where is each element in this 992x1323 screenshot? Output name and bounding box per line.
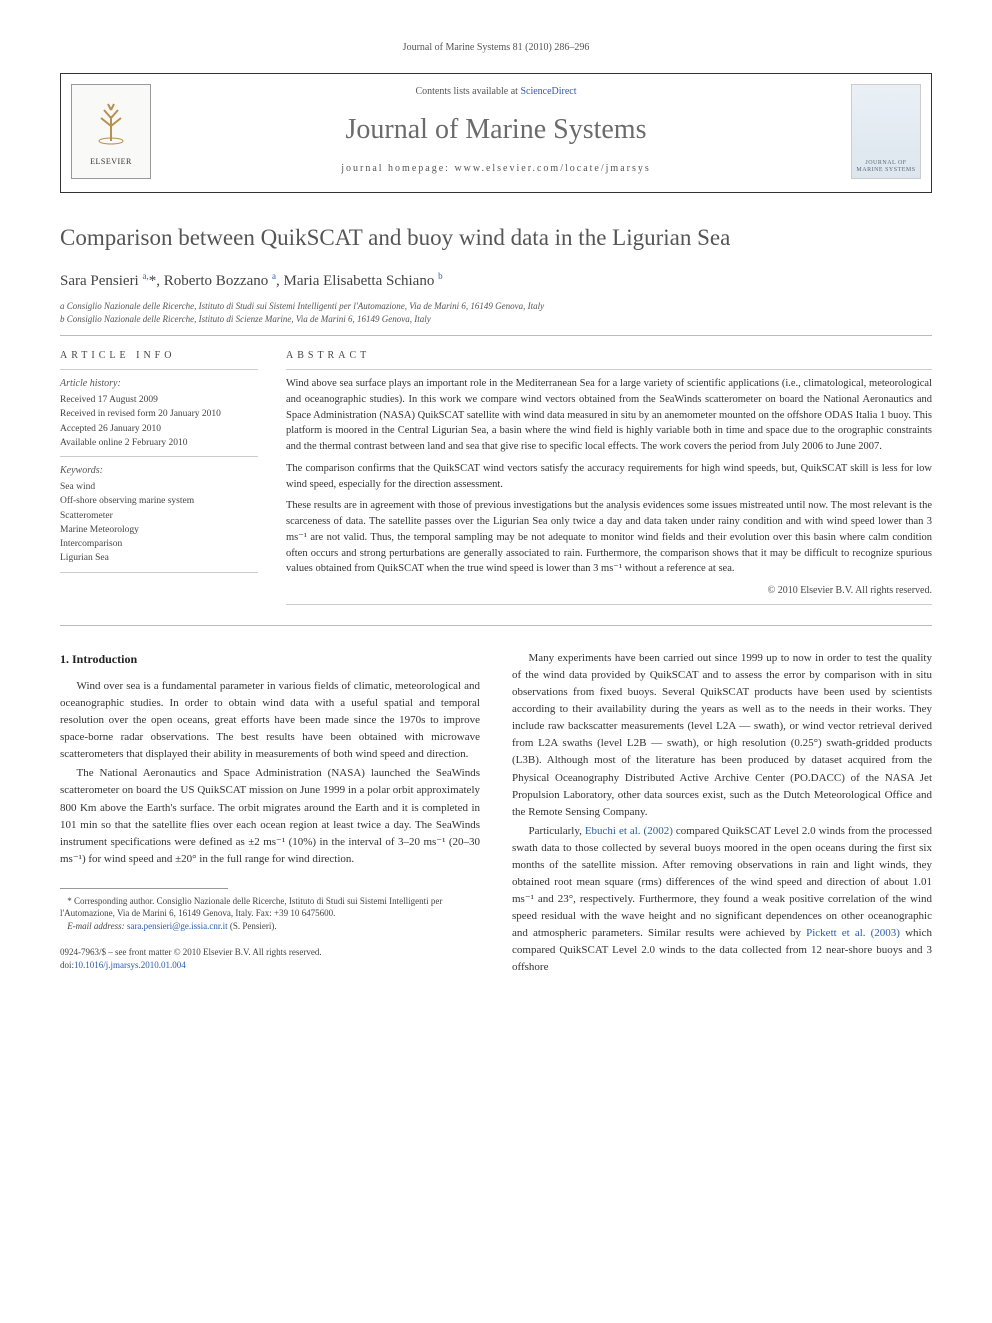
keyword: Intercomparison	[60, 537, 258, 551]
history-line: Available online 2 February 2010	[60, 436, 258, 450]
homepage-label: journal homepage:	[341, 163, 454, 174]
divider	[60, 335, 932, 336]
publisher-name: ELSEVIER	[90, 156, 132, 168]
section-heading: 1. Introduction	[60, 650, 480, 668]
body-paragraph: Particularly, Ebuchi et al. (2002) compa…	[512, 823, 932, 976]
footnote-divider	[60, 888, 228, 889]
keyword: Ligurian Sea	[60, 551, 258, 565]
divider	[60, 625, 932, 626]
abstract-paragraph: Wind above sea surface plays an importan…	[286, 376, 932, 455]
abstract-paragraph: These results are in agreement with thos…	[286, 498, 932, 577]
article-info-column: ARTICLE INFO Article history: Received 1…	[60, 348, 258, 611]
doi-label: doi:	[60, 960, 74, 970]
right-column: Many experiments have been carried out s…	[512, 650, 932, 978]
body-paragraph: Wind over sea is a fundamental parameter…	[60, 678, 480, 763]
keyword: Scatterometer	[60, 509, 258, 523]
body-paragraph: Many experiments have been carried out s…	[512, 650, 932, 820]
email-paren: (S. Pensieri).	[228, 921, 277, 931]
history-line: Received in revised form 20 January 2010	[60, 407, 258, 421]
left-column: 1. Introduction Wind over sea is a funda…	[60, 650, 480, 978]
keywords-label: Keywords:	[60, 463, 258, 478]
publisher-logo: ELSEVIER	[71, 84, 151, 179]
journal-homepage-line: journal homepage: www.elsevier.com/locat…	[161, 161, 831, 176]
affiliation: b Consiglio Nazionale delle Ricerche, Is…	[60, 313, 932, 326]
abstract-column: ABSTRACT Wind above sea surface plays an…	[286, 348, 932, 611]
keyword: Off-shore observing marine system	[60, 494, 258, 508]
doi-link[interactable]: 10.1016/j.jmarsys.2010.01.004	[74, 960, 186, 970]
contents-available-line: Contents lists available at ScienceDirec…	[161, 84, 831, 99]
corresponding-author-footnote: * Corresponding author. Consiglio Nazion…	[60, 895, 480, 920]
keyword: Sea wind	[60, 480, 258, 494]
history-line: Received 17 August 2009	[60, 393, 258, 407]
affiliation: a Consiglio Nazionale delle Ricerche, Is…	[60, 300, 932, 313]
abstract-copyright: © 2010 Elsevier B.V. All rights reserved…	[286, 583, 932, 598]
abstract-paragraph: The comparison confirms that the QuikSCA…	[286, 461, 932, 493]
issn-line: 0924-7963/$ – see front matter © 2010 El…	[60, 946, 480, 959]
sciencedirect-link[interactable]: ScienceDirect	[520, 86, 576, 97]
homepage-url: www.elsevier.com/locate/jmarsys	[454, 163, 650, 174]
history-label: Article history:	[60, 376, 258, 391]
author-email-link[interactable]: sara.pensieri@ge.issia.cnr.it	[127, 921, 228, 931]
affiliations: a Consiglio Nazionale delle Ricerche, Is…	[60, 300, 932, 325]
footer-meta: 0924-7963/$ – see front matter © 2010 El…	[60, 946, 480, 971]
contents-text: Contents lists available at	[415, 86, 520, 97]
article-info-heading: ARTICLE INFO	[60, 348, 258, 363]
keyword: Marine Meteorology	[60, 523, 258, 537]
email-label: E-mail address:	[67, 921, 127, 931]
history-line: Accepted 26 January 2010	[60, 422, 258, 436]
journal-masthead: ELSEVIER Contents lists available at Sci…	[60, 73, 932, 193]
article-title: Comparison between QuikSCAT and buoy win…	[60, 221, 932, 256]
elsevier-tree-icon	[86, 96, 136, 152]
body-paragraph: The National Aeronautics and Space Admin…	[60, 765, 480, 867]
email-footnote: E-mail address: sara.pensieri@ge.issia.c…	[60, 920, 480, 933]
abstract-heading: ABSTRACT	[286, 348, 932, 363]
journal-name: Journal of Marine Systems	[161, 109, 831, 151]
body-two-column: 1. Introduction Wind over sea is a funda…	[60, 650, 932, 978]
author-list: Sara Pensieri a,*, Roberto Bozzano a, Ma…	[60, 270, 932, 293]
journal-cover-label: JOURNAL OF MARINE SYSTEMS	[856, 160, 916, 174]
journal-cover-thumb: JOURNAL OF MARINE SYSTEMS	[851, 84, 921, 179]
running-head: Journal of Marine Systems 81 (2010) 286–…	[60, 40, 932, 55]
